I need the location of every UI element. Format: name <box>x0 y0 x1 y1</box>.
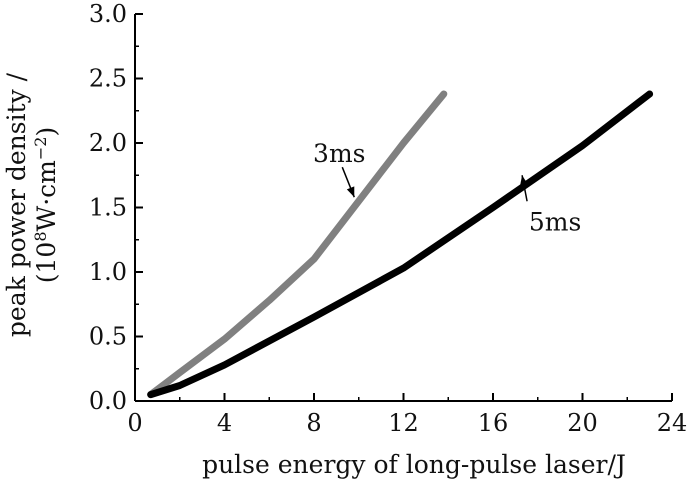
y-tick-label: 0.5 <box>89 323 127 351</box>
y-unit-part-2: W·cm <box>32 160 61 232</box>
y-tick-label: 2.5 <box>89 65 127 93</box>
axes: 0 4 8 12 16 20 24 0.0 0.5 1.0 1.5 2.0 2.5 3.0 <box>89 0 687 437</box>
y-tick-label: 1.0 <box>89 258 127 286</box>
x-tick-label: 20 <box>567 409 598 437</box>
series-label-3ms: 3ms <box>313 139 365 168</box>
labels-layer: 3ms 5ms <box>313 139 581 236</box>
x-tick-label: 24 <box>657 409 688 437</box>
y-tick-label: 1.5 <box>89 194 127 222</box>
y-unit-superscript-1: 8 <box>31 231 50 241</box>
series-label-5ms: 5ms <box>529 207 581 236</box>
series-line-5ms <box>147 90 654 399</box>
series-line-3ms <box>147 90 448 399</box>
y-unit-part-3: ) <box>32 127 61 137</box>
pointer-arrowhead-3ms <box>346 186 355 198</box>
x-tick-label: 12 <box>388 409 419 437</box>
y-axis-title-line1: peak power density / <box>2 72 31 337</box>
x-tick-label: 0 <box>127 409 142 437</box>
series-layer <box>147 90 654 399</box>
y-unit-superscript-2: −2 <box>31 137 50 161</box>
y-unit-part-1: (10 <box>32 242 61 284</box>
y-tick-label: 3.0 <box>89 0 127 28</box>
x-tick-label: 4 <box>217 409 232 437</box>
x-axis-title: pulse energy of long-pulse laser/J <box>202 450 626 479</box>
y-tick-label: 0.0 <box>89 387 127 415</box>
x-tick-label: 16 <box>478 409 509 437</box>
x-tick-label: 8 <box>306 409 321 437</box>
pointer-arrowhead-5ms <box>520 175 528 186</box>
y-axis-title-line2: (108W·cm−2) <box>31 127 61 283</box>
y-axis-title: peak power density / (108W·cm−2) <box>2 72 61 337</box>
y-tick-label: 2.0 <box>89 129 127 157</box>
